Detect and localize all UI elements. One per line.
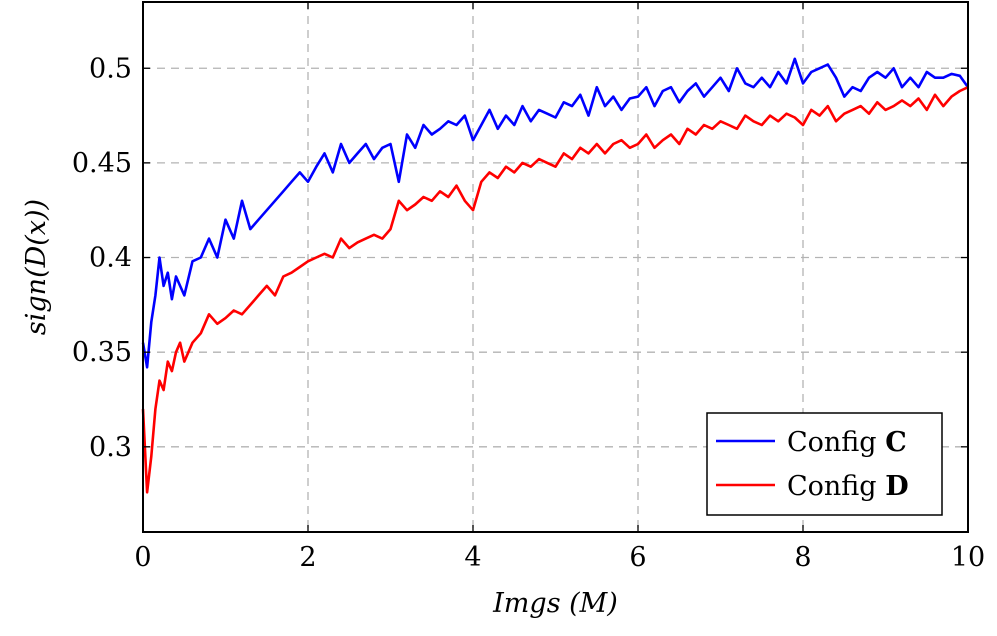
y-tick-label: 0.4 — [89, 243, 132, 274]
x-tick-label: 10 — [951, 542, 985, 573]
x-axis-label: Imgs (M) — [492, 588, 618, 619]
legend-entry-letter: D — [885, 471, 908, 502]
axis-ticks — [142, 2, 969, 532]
y-tick-label: 0.3 — [89, 432, 132, 463]
x-tick-label: 6 — [629, 542, 646, 573]
legend-entry-prefix: Config — [787, 471, 885, 502]
y-tick-label: 0.5 — [89, 53, 132, 84]
x-tick-labels: 0 2 4 6 8 10 — [134, 542, 985, 573]
plot-area-frame — [142, 1, 969, 533]
y-tick-labels: 0.3 0.35 0.4 0.45 0.5 — [72, 53, 132, 463]
x-tick-label: 0 — [134, 542, 151, 573]
legend-box — [706, 412, 943, 516]
series-lines — [141, 57, 970, 494]
y-axis-label: sign(D(x)) — [21, 199, 52, 335]
y-tick-label: 0.45 — [72, 148, 132, 179]
legend-entry-prefix: Config — [787, 427, 885, 458]
x-tick-label: 4 — [464, 542, 481, 573]
series-line-config-d — [141, 86, 969, 494]
series-line-config-c — [141, 57, 970, 369]
legend-entry-letter: C — [885, 427, 907, 458]
legend-entry-label: Config C — [787, 427, 907, 458]
x-tick-label: 2 — [299, 542, 316, 573]
legend-entry-label: Config D — [787, 471, 909, 502]
y-tick-label: 0.35 — [72, 337, 132, 368]
x-tick-label: 8 — [794, 542, 811, 573]
